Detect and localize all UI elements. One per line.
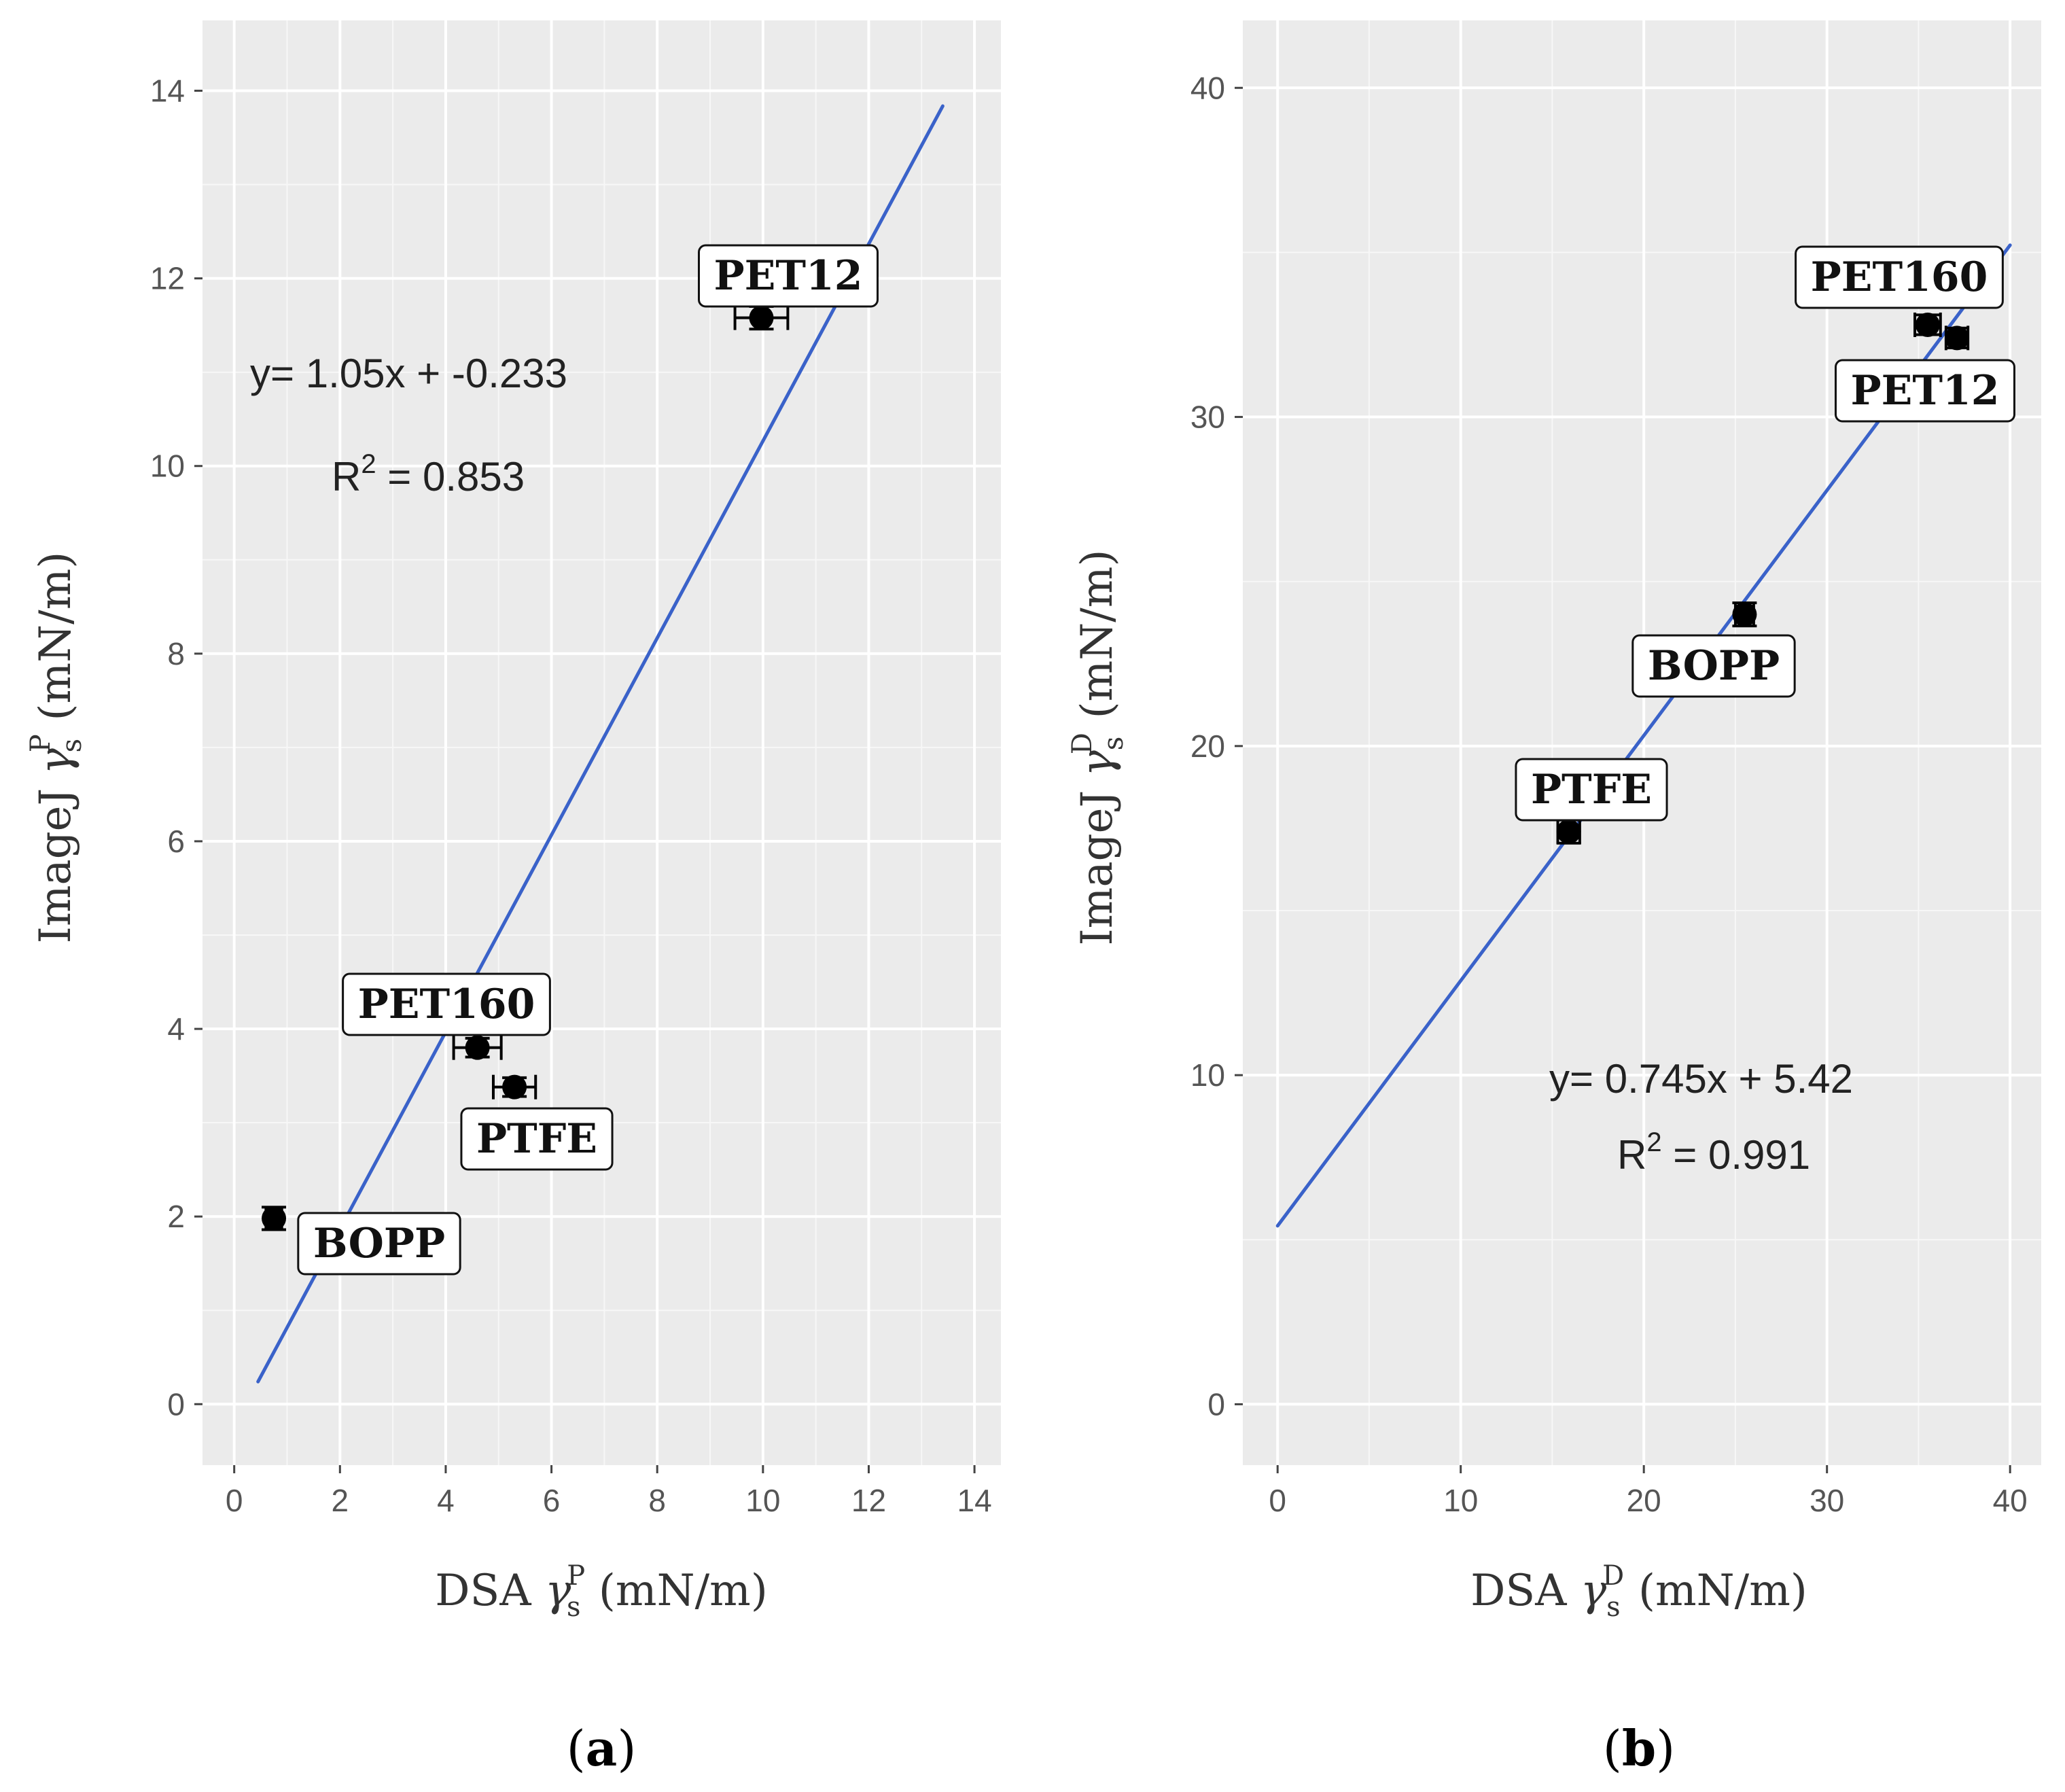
panel-a-y-axis-title: ImageJ γPs (mN/m) [25, 552, 88, 944]
panel-b-y-axis-title: ImageJ γDs (mN/m) [1067, 549, 1129, 945]
point-label-pet160: PET160 [342, 972, 551, 1036]
panel-a-points [262, 305, 790, 1231]
point-label-bopp: BOPP [297, 1212, 461, 1276]
panel-b-caption: (b) [1603, 1719, 1676, 1777]
x-tick-label: 10 [1443, 1483, 1478, 1518]
y-tick-label: 0 [167, 1386, 185, 1422]
data-point-bopp [262, 1206, 287, 1231]
point-label-text: PET12 [714, 252, 863, 300]
panel-b-plot-background [1243, 20, 2041, 1465]
point-label-text: PET160 [1811, 253, 1988, 301]
x-tick-label: 40 [1993, 1483, 2028, 1518]
y-tick-label: 20 [1190, 728, 1225, 764]
x-tick-label: 20 [1627, 1483, 1661, 1518]
panel-b-chart: 0 10 20 30 40 0 10 20 30 40 PTFE BOPP PET160 PET12 y… [1067, 20, 2041, 1777]
regression-line [256, 104, 945, 1384]
panel-a-fit-layer [256, 104, 945, 1384]
y-tick-label: 6 [167, 824, 185, 859]
panel-a-chart: 0 2 4 6 8 10 12 14 0 2 4 6 8 10 12 14 BOPP PET160 PTFE PET… [25, 20, 1001, 1777]
x-tick-label: 14 [957, 1483, 992, 1518]
point-label-text: BOPP [313, 1220, 445, 1267]
panel-a-equation: y= 1.05x + -0.233 [250, 351, 567, 396]
y-tick-label: 4 [167, 1011, 185, 1047]
y-tick-label: 40 [1190, 70, 1225, 105]
y-tick-label: 8 [167, 636, 185, 671]
point-label-pet12: PET12 [698, 244, 879, 308]
panel-a-caption: (a) [567, 1719, 637, 1777]
x-tick-label: 30 [1810, 1483, 1844, 1518]
panel-b-points [1556, 312, 1970, 845]
x-tick-label: 10 [745, 1483, 780, 1518]
point-label-ptfe: PTFE [460, 1107, 614, 1171]
data-point-pet160 [452, 1035, 503, 1060]
point-label-pet160: PET160 [1795, 245, 2004, 309]
x-tick-label: 6 [543, 1483, 561, 1518]
data-point-ptfe [491, 1074, 537, 1100]
panel-b-point-labels: PTFE BOPP PET160 PET12 [1515, 245, 2015, 822]
point-marker [502, 1074, 527, 1100]
point-label-text: PTFE [476, 1115, 597, 1163]
point-label-box [698, 244, 879, 308]
data-point-ptfe [1556, 818, 1581, 845]
point-label-text: BOPP [1648, 642, 1780, 690]
panel-b-equation: y= 0.745x + 5.42 [1549, 1056, 1853, 1102]
point-marker [1915, 312, 1940, 337]
point-marker [465, 1035, 490, 1060]
panel-a-point-labels: BOPP PET160 PTFE PET12 [297, 244, 879, 1276]
x-tick-label: 4 [437, 1483, 455, 1518]
point-marker [1556, 819, 1581, 844]
point-marker [262, 1206, 287, 1231]
point-label-box [1631, 634, 1796, 698]
point-label-text: PTFE [1531, 766, 1652, 813]
data-point-bopp [1732, 601, 1757, 628]
point-label-box [1835, 359, 2015, 423]
x-tick-label: 12 [851, 1483, 886, 1518]
panel-a-axis-ticks: 0 2 4 6 8 10 12 14 0 2 4 6 8 10 12 14 [150, 73, 992, 1518]
point-label-box [1515, 758, 1668, 822]
panel-b-x-axis-title: DSA γD s (mN/m) [1470, 1560, 1807, 1623]
y-tick-label: 30 [1190, 400, 1225, 435]
panel-a-x-axis-title: DSA γP s (mN/m) [435, 1560, 768, 1623]
point-label-pet12: PET12 [1835, 359, 2015, 423]
point-label-box [460, 1107, 614, 1171]
point-label-ptfe: PTFE [1515, 758, 1668, 822]
x-tick-label: 0 [226, 1483, 243, 1518]
x-tick-label: 8 [648, 1483, 666, 1518]
y-tick-label: 10 [150, 449, 185, 484]
point-label-box [1795, 245, 2004, 309]
point-label-box [297, 1212, 461, 1276]
point-label-text: PET12 [1851, 367, 2000, 415]
x-tick-label: 2 [332, 1483, 349, 1518]
y-tick-label: 0 [1207, 1386, 1225, 1422]
x-tick-label: 0 [1269, 1483, 1286, 1518]
point-label-text: PET160 [358, 981, 535, 1028]
panel-a-grid [202, 20, 1001, 1465]
panel-b-r-squared: R2 = 0.991 [1617, 1127, 1810, 1178]
panel-a-r-squared: R2 = 0.853 [332, 449, 525, 499]
y-tick-label: 10 [1190, 1057, 1225, 1093]
data-point-pet160 [1913, 312, 1942, 337]
data-point-pet12 [1944, 326, 1970, 351]
point-marker [749, 305, 774, 330]
y-tick-label: 12 [150, 261, 185, 296]
point-label-bopp: BOPP [1631, 634, 1796, 698]
point-marker [1732, 602, 1757, 627]
point-label-box [342, 972, 551, 1036]
y-tick-label: 2 [167, 1199, 185, 1234]
y-tick-label: 14 [150, 73, 185, 109]
point-marker [1945, 326, 1970, 351]
panel-b-axis-ticks: 0 10 20 30 40 0 10 20 30 40 [1190, 70, 2028, 1518]
